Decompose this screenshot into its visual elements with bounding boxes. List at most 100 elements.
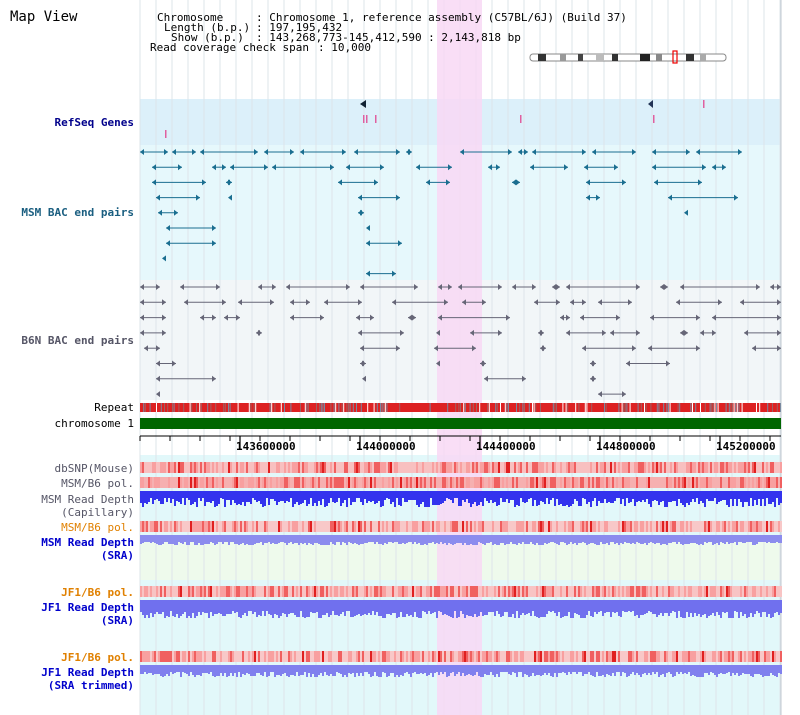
heat-cell: [630, 462, 632, 473]
track-label-b6n-bac[interactable]: B6N BAC end pairs: [21, 334, 134, 347]
depth-bar: [468, 600, 470, 616]
depth-bar: [386, 600, 388, 614]
heat-cell: [736, 521, 738, 532]
msm-pair-end: [684, 209, 688, 216]
track-label-jf1-pol[interactable]: JF1/B6 pol.: [61, 586, 134, 599]
heat-cell: [664, 586, 666, 597]
heat-cell: [316, 462, 318, 473]
heat-cell: [166, 521, 168, 532]
depth-bar: [682, 535, 684, 545]
depth-bar: [592, 665, 594, 676]
heat-cell: [144, 462, 146, 473]
heat-cell: [350, 477, 352, 488]
heat-cell: [206, 477, 208, 488]
heat-cell: [160, 586, 162, 597]
depth-bar: [312, 665, 314, 674]
depth-bar: [662, 535, 664, 544]
heat-cell: [502, 462, 504, 473]
heat-cell: [544, 586, 546, 597]
heat-cell: [142, 521, 144, 532]
b6n-pair-end: [540, 329, 544, 336]
depth-bar: [658, 491, 660, 505]
depth-bar: [390, 535, 392, 542]
depth-bar: [624, 600, 626, 612]
depth-bar: [364, 600, 366, 614]
depth-bar: [620, 600, 622, 617]
track-label-refseq[interactable]: RefSeq Genes: [54, 116, 134, 129]
b6n-pair-end: [636, 284, 640, 290]
heat-cell: [230, 521, 232, 532]
heat-cell: [368, 462, 370, 473]
depth-bar: [540, 665, 542, 676]
repeat-gap: [732, 403, 733, 412]
heat-cell: [412, 586, 414, 597]
repeat-gap: [228, 403, 229, 412]
heat-cell: [580, 477, 582, 488]
heat-cell: [332, 521, 334, 532]
depth-bar: [182, 491, 184, 498]
heat-cell: [398, 651, 400, 662]
track-label-jf1-depth-sra[interactable]: JF1 Read Depth: [41, 601, 134, 614]
heat-cell: [240, 586, 242, 597]
depth-bar: [392, 535, 394, 543]
track-label-msm-pol-2[interactable]: MSM/B6 pol.: [61, 521, 134, 534]
track-label-msm-depth-cap[interactable]: MSM Read Depth: [41, 493, 134, 506]
heat-cell: [356, 651, 358, 662]
track-label-jf1-depth-trim[interactable]: JF1 Read Depth: [41, 666, 134, 679]
depth-bar: [684, 600, 686, 618]
heat-cell: [192, 651, 194, 662]
heat-cell: [468, 477, 470, 488]
heat-cell: [368, 651, 370, 662]
msm-pair-end: [508, 149, 512, 155]
depth-bar: [444, 535, 446, 543]
heat-cell: [180, 462, 182, 473]
heat-cell: [236, 651, 238, 662]
depth-bar: [478, 665, 480, 676]
heat-cell: [522, 521, 524, 532]
b6n-pair-end: [660, 284, 664, 290]
heat-cell: [208, 521, 210, 532]
heat-cell: [434, 586, 436, 597]
heat-cell: [526, 521, 528, 532]
heat-cell: [276, 477, 278, 488]
msm-pair-end: [496, 164, 500, 171]
heat-cell: [442, 651, 444, 662]
heat-cell: [256, 651, 258, 662]
heat-cell: [678, 462, 680, 473]
heat-cell: [328, 477, 330, 488]
depth-bar: [354, 535, 356, 543]
track-label-jf1-pol-2[interactable]: JF1/B6 pol.: [61, 651, 134, 664]
heat-cell: [532, 462, 534, 473]
heat-cell: [678, 586, 680, 597]
depth-bar: [608, 600, 610, 612]
depth-bar: [572, 600, 574, 618]
depth-bar: [642, 600, 644, 615]
track-label-msm-depth-sra[interactable]: MSM Read Depth: [41, 536, 134, 549]
depth-bar: [248, 600, 250, 611]
heat-cell: [680, 477, 682, 488]
heat-cell: [212, 586, 214, 597]
depth-bar: [632, 665, 634, 672]
depth-bar: [520, 535, 522, 544]
heat-cell: [722, 477, 724, 488]
heat-cell: [602, 477, 604, 488]
depth-bar: [478, 491, 480, 505]
heat-cell: [178, 462, 180, 473]
depth-bar: [152, 491, 154, 504]
depth-bar: [738, 535, 740, 542]
heat-cell: [360, 521, 362, 532]
track-label-dbsnp[interactable]: dbSNP(Mouse): [54, 462, 134, 475]
heat-cell: [170, 586, 172, 597]
depth-bar: [458, 600, 460, 617]
track-label-msm-bac[interactable]: MSM BAC end pairs: [21, 206, 134, 219]
heat-cell: [772, 586, 774, 597]
depth-bar: [202, 600, 204, 612]
depth-bar: [404, 491, 406, 502]
depth-bar: [480, 491, 482, 502]
track-label-msm-pol[interactable]: MSM/B6 pol.: [61, 477, 134, 490]
heat-cell: [430, 462, 432, 473]
depth-bar: [324, 535, 326, 545]
heat-cell: [146, 477, 148, 488]
heat-cell: [706, 521, 708, 532]
